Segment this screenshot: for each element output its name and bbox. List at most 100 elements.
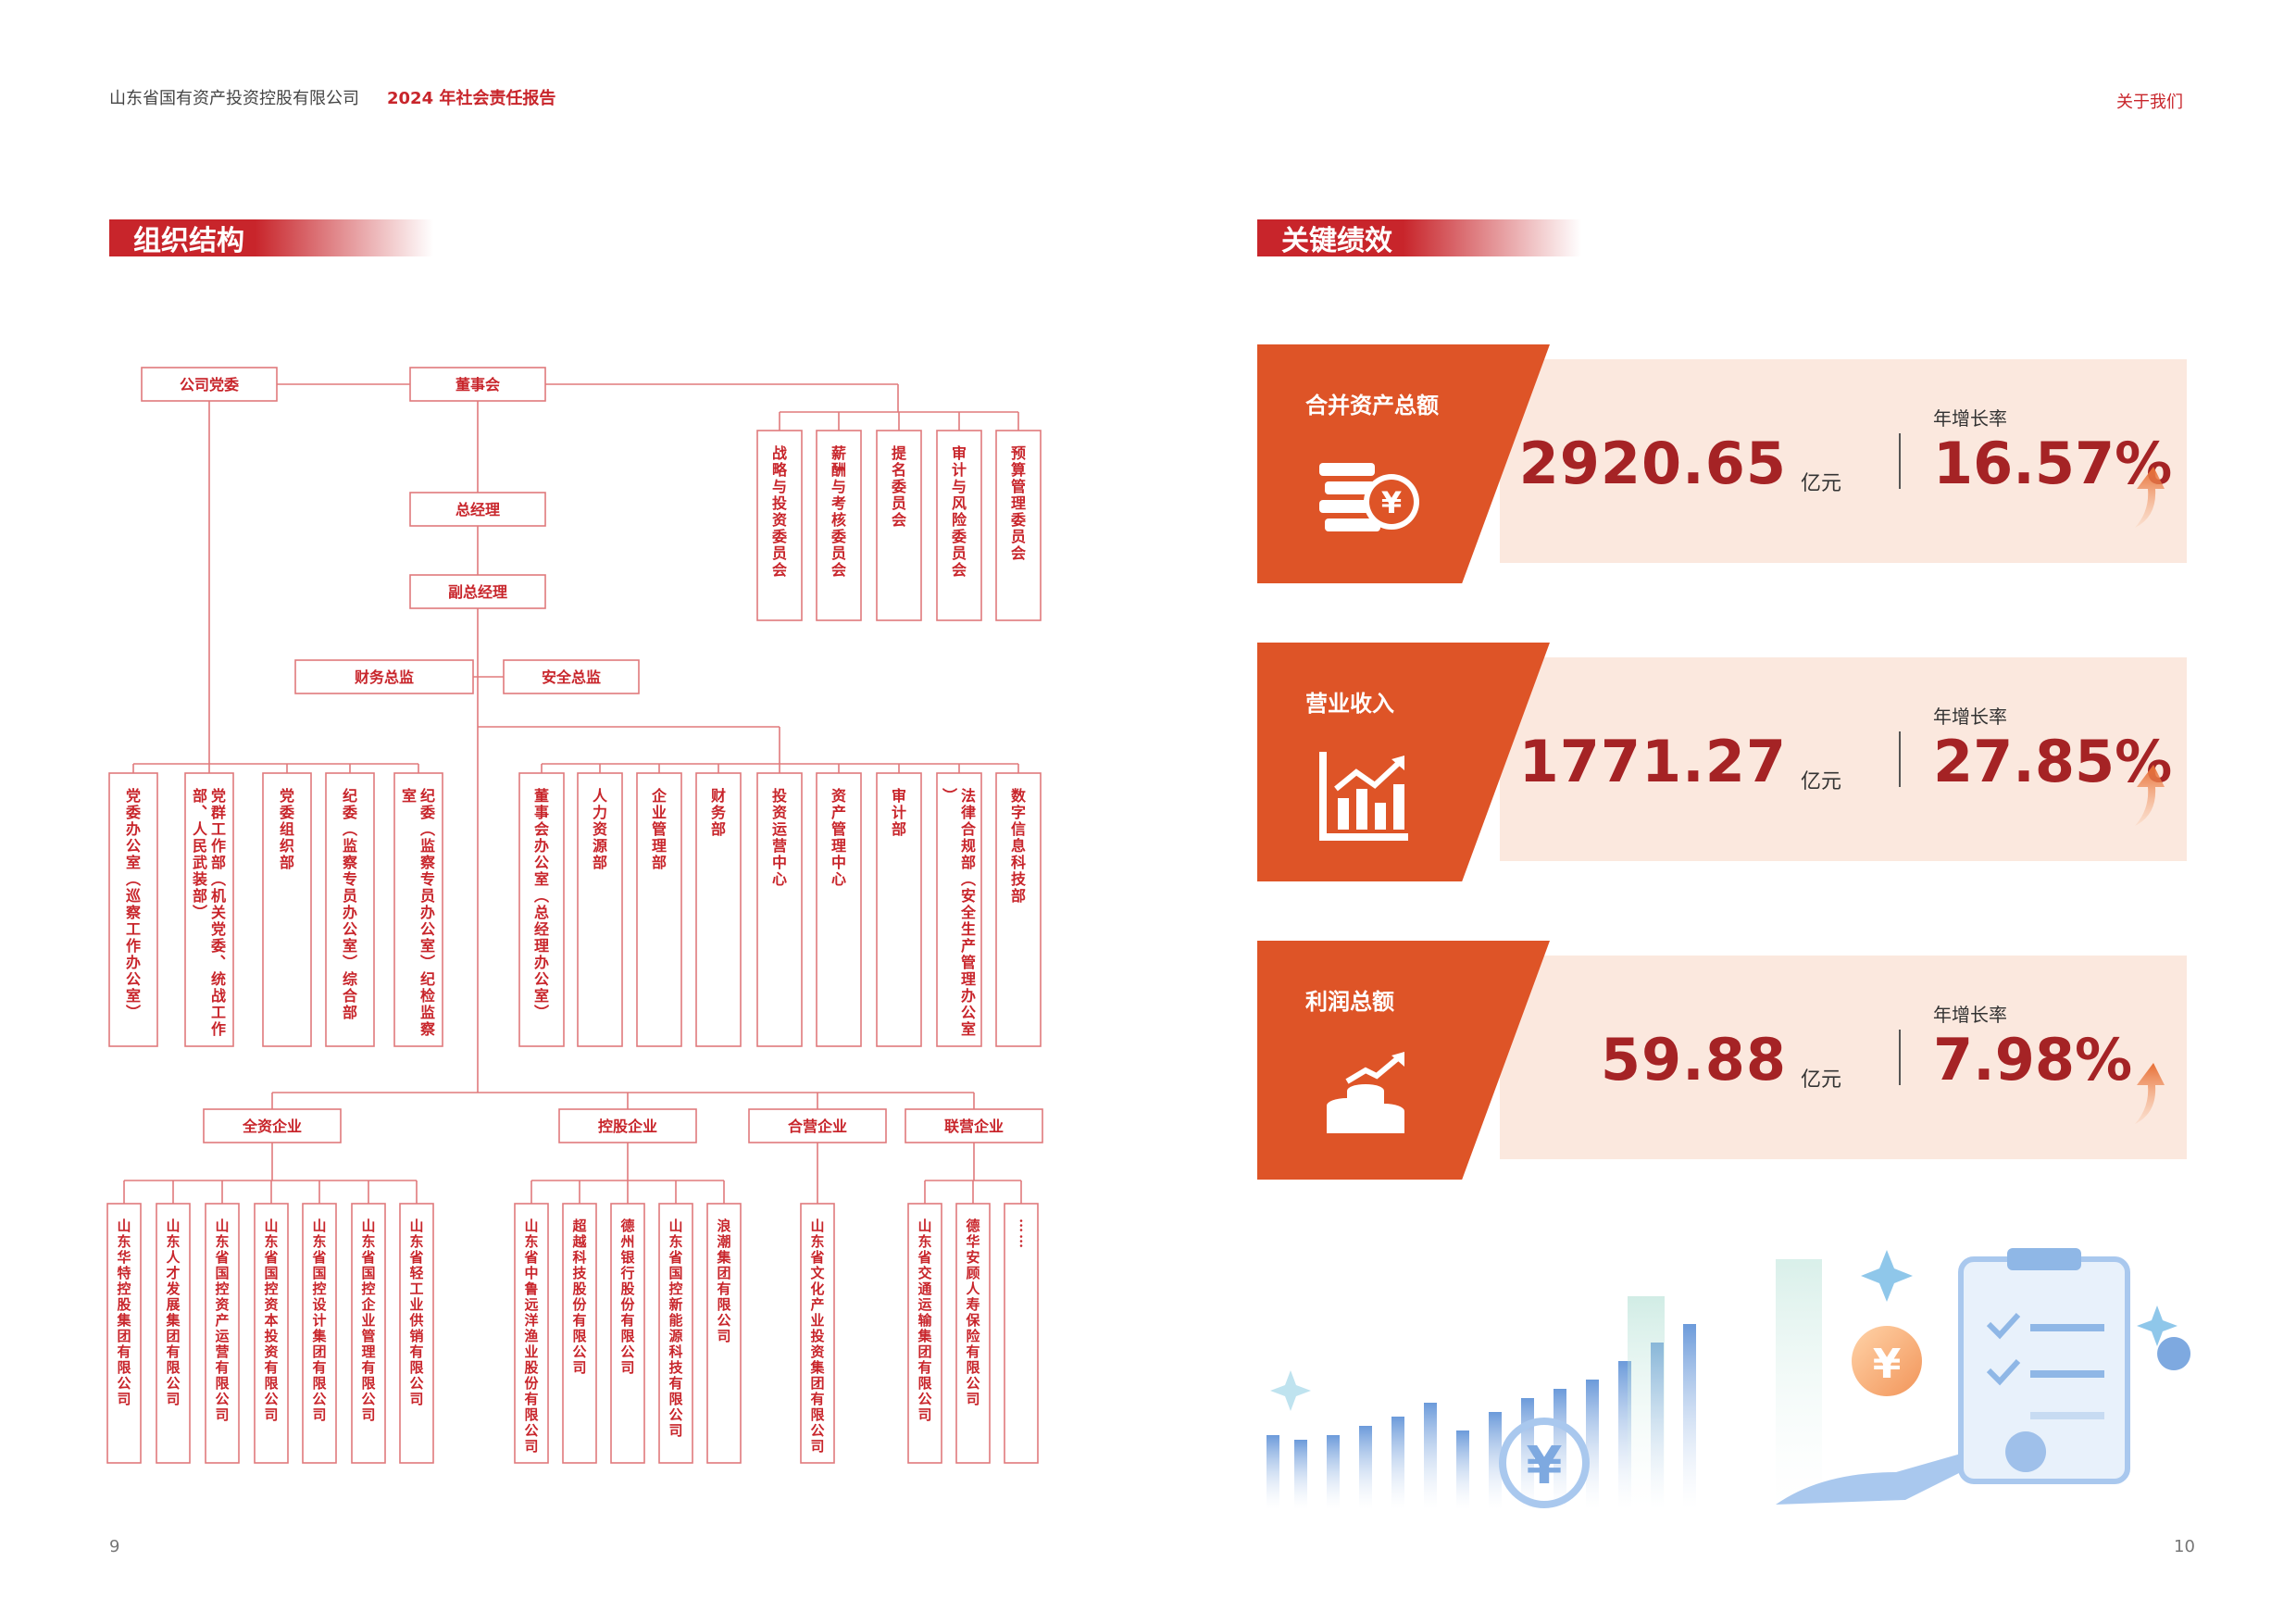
svg-text:公: 公 (917, 1391, 931, 1407)
kpi-unit: 亿元 (1801, 770, 1842, 793)
svg-text:山: 山 (361, 1218, 375, 1234)
svg-text:投: 投 (810, 1328, 824, 1344)
svg-text:理: 理 (652, 837, 667, 855)
svg-text:¥: ¥ (1381, 485, 1402, 520)
svg-text:委: 委 (419, 804, 436, 821)
kpi-rate-label: 年增长率 (1933, 407, 2007, 430)
svg-text:会: 会 (952, 561, 967, 579)
svg-text:司: 司 (312, 1406, 326, 1423)
svg-text:司: 司 (810, 1438, 824, 1455)
svg-text:科: 科 (1011, 854, 1026, 871)
svg-text:︶: ︶ (942, 787, 957, 805)
svg-text:员: 员 (892, 494, 906, 512)
svg-text:产: 产 (961, 937, 976, 955)
svg-text:东: 东 (668, 1233, 682, 1250)
svg-text:计: 计 (892, 804, 906, 821)
svg-text:︵: ︵ (126, 870, 141, 888)
svg-text:限: 限 (264, 1375, 278, 1392)
svg-text:员: 员 (1011, 528, 1026, 545)
svg-text:营: 营 (772, 837, 787, 855)
svg-text:有: 有 (166, 1343, 180, 1360)
svg-text:公: 公 (264, 1391, 278, 1407)
svg-text:管: 管 (1011, 478, 1026, 495)
svg-text:团: 团 (917, 1343, 931, 1360)
svg-text:民: 民 (193, 837, 207, 855)
svg-text:团: 团 (810, 1375, 824, 1392)
svg-text:察: 察 (342, 854, 358, 871)
svg-text:安: 安 (961, 887, 976, 905)
svg-text:有: 有 (668, 1375, 682, 1392)
svg-text:︵: ︵ (211, 870, 226, 888)
svg-text:管: 管 (652, 820, 667, 838)
svg-text:控: 控 (264, 1280, 278, 1297)
svg-text:室: 室 (126, 854, 141, 871)
svg-text:︑: ︑ (211, 954, 226, 971)
svg-text:集: 集 (165, 1312, 181, 1329)
svg-text:办: 办 (534, 954, 549, 971)
svg-text:公: 公 (961, 1004, 976, 1021)
svg-text:集: 集 (311, 1328, 327, 1344)
svg-text:人: 人 (593, 787, 608, 805)
svg-text:︑: ︑ (193, 804, 207, 821)
svg-text:份: 份 (572, 1296, 587, 1313)
svg-text:数: 数 (1011, 787, 1027, 805)
svg-text:山: 山 (409, 1218, 423, 1234)
svg-text:股: 股 (620, 1280, 635, 1297)
svg-text:公: 公 (312, 1391, 326, 1407)
svg-text:管: 管 (961, 954, 976, 971)
svg-text:总: 总 (534, 904, 549, 921)
svg-text:企: 企 (651, 787, 668, 805)
svg-text:科: 科 (572, 1249, 586, 1266)
svg-text:公: 公 (420, 920, 435, 938)
svg-text:限: 限 (572, 1328, 586, 1344)
svg-text:运: 运 (772, 820, 787, 838)
svg-text:合: 合 (343, 987, 358, 1005)
svg-text:办: 办 (420, 904, 435, 921)
svg-text:控: 控 (668, 1280, 682, 1297)
svg-text:洋: 洋 (524, 1312, 538, 1329)
svg-text:部: 部 (280, 854, 294, 871)
svg-text:限: 限 (524, 1406, 538, 1423)
svg-text:限: 限 (620, 1328, 634, 1344)
svg-text:纪: 纪 (420, 787, 435, 805)
svg-text:集: 集 (716, 1249, 731, 1266)
svg-text:份: 份 (524, 1375, 539, 1392)
svg-text:司: 司 (215, 1406, 229, 1423)
svg-text:公: 公 (668, 1406, 682, 1423)
kpi-value: 59.88 (1600, 1026, 1787, 1093)
kpi-rate: 7.98% (1933, 1026, 2133, 1093)
svg-text:东: 东 (215, 1233, 229, 1250)
svg-text:银: 银 (620, 1249, 635, 1266)
svg-text:销: 销 (409, 1328, 423, 1344)
growth-arrow-icon (2128, 465, 2165, 533)
svg-text:资: 资 (593, 820, 607, 838)
svg-text:会: 会 (831, 561, 846, 579)
svg-text:战: 战 (211, 987, 226, 1005)
svg-text:董事会: 董事会 (455, 376, 500, 394)
svg-text:股: 股 (572, 1280, 587, 1297)
svg-text:会: 会 (1011, 544, 1026, 562)
svg-text:公: 公 (117, 1375, 131, 1392)
svg-text:公: 公 (810, 1422, 824, 1439)
svg-text:办: 办 (343, 904, 357, 921)
svg-text:华: 华 (966, 1233, 980, 1250)
svg-text:资: 资 (772, 804, 787, 821)
svg-text:才: 才 (166, 1265, 180, 1281)
svg-text:党: 党 (280, 787, 294, 805)
svg-text:越: 越 (571, 1233, 587, 1250)
svg-text:察: 察 (125, 904, 142, 921)
svg-text:限: 限 (312, 1375, 326, 1392)
svg-text:党: 党 (211, 920, 226, 938)
svg-text:副总经理: 副总经理 (448, 583, 507, 601)
svg-text:管: 管 (361, 1328, 375, 1344)
svg-text:室: 室 (126, 987, 141, 1005)
header-section-link[interactable]: 关于我们 (2116, 93, 2183, 112)
svg-text:力: 力 (593, 804, 607, 821)
